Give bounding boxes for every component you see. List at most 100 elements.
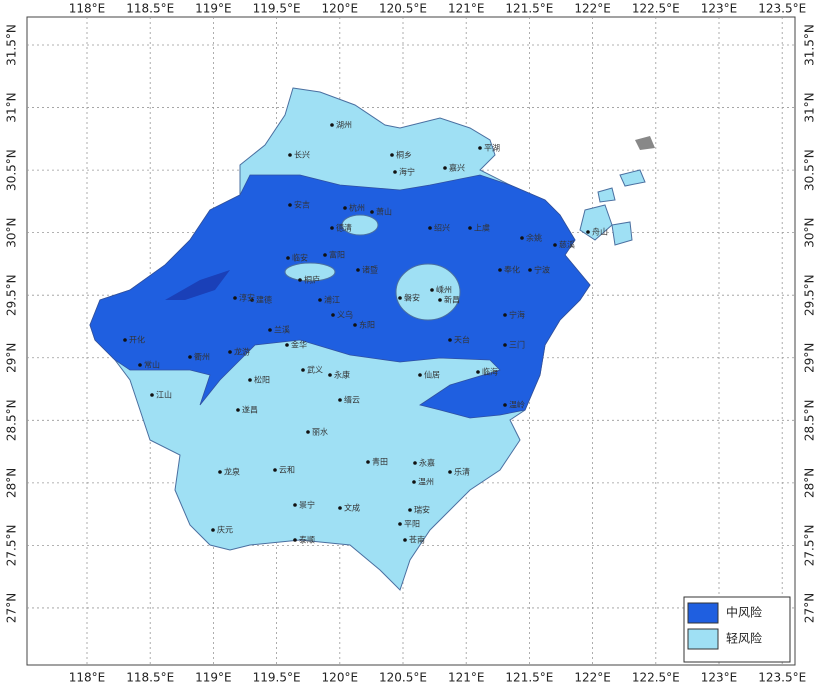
city-dot (498, 268, 502, 272)
city-label: 三门 (509, 340, 525, 350)
city-label: 开化 (129, 335, 145, 345)
city-label: 遂昌 (242, 405, 258, 415)
x-tick-label: 120°E (322, 671, 359, 685)
city-label: 富阳 (329, 250, 345, 260)
city-label: 杭州 (349, 203, 365, 213)
city-dot (306, 430, 310, 434)
y-tick-label: 28°N (5, 468, 19, 498)
city-dot (268, 328, 272, 332)
city-label: 景宁 (299, 500, 315, 510)
city-dot (586, 230, 590, 234)
city-dot (338, 398, 342, 402)
city-dot (413, 461, 417, 465)
city-label: 安吉 (294, 200, 310, 210)
city-dot (553, 243, 557, 247)
x-tick-label: 118°E (69, 671, 106, 685)
city-dot (398, 296, 402, 300)
city-label: 文成 (344, 503, 360, 513)
city-label: 义乌 (337, 310, 353, 320)
city-dot (211, 528, 215, 532)
x-tick-label: 121°E (448, 2, 485, 16)
city-dot (476, 370, 480, 374)
city-dot (298, 278, 302, 282)
legend-swatch (687, 602, 719, 624)
y-tick-label: 29.5°N (5, 274, 19, 316)
city-label: 温岭 (509, 400, 525, 410)
city-label: 临海 (482, 367, 498, 377)
y-tick-label: 29°N (803, 343, 817, 373)
city-label: 东阳 (359, 320, 375, 330)
x-tick-label: 120.5°E (379, 671, 427, 685)
city-dot (218, 470, 222, 474)
x-tick-label: 123°E (701, 671, 738, 685)
city-dot (250, 298, 254, 302)
x-tick-label: 119.5°E (253, 671, 301, 685)
city-label: 桐乡 (396, 150, 412, 160)
city-label: 嵊州 (436, 285, 452, 295)
y-tick-label: 31.5°N (5, 24, 19, 66)
city-dot (356, 268, 360, 272)
city-dot (418, 373, 422, 377)
island (619, 169, 646, 187)
city-dot (138, 363, 142, 367)
city-label: 诸暨 (362, 266, 378, 275)
lake (165, 270, 230, 300)
city-label: 嘉兴 (449, 163, 465, 173)
y-tick-label: 28.5°N (803, 399, 817, 441)
city-dot (528, 268, 532, 272)
city-label: 泰顺 (299, 535, 315, 545)
city-dot (412, 480, 416, 484)
y-tick-label: 29.5°N (803, 274, 817, 316)
city-dot (390, 153, 394, 157)
light-area (395, 263, 461, 321)
city-dot (228, 350, 232, 354)
y-tick-label: 27.5°N (803, 525, 817, 567)
y-tick-label: 30°N (5, 218, 19, 248)
y-tick-label: 30.5°N (5, 149, 19, 191)
city-dot (330, 226, 334, 230)
city-dot (123, 338, 127, 342)
city-label: 舟山 (592, 227, 608, 237)
islands (579, 136, 655, 246)
city-dot (503, 313, 507, 317)
city-label: 平湖 (484, 144, 500, 153)
island (597, 187, 616, 203)
city-dot (468, 226, 472, 230)
city-label: 长兴 (294, 150, 310, 160)
y-tick-label: 31°N (803, 92, 817, 122)
city-dot (233, 296, 237, 300)
y-tick-label: 29°N (5, 343, 19, 373)
city-dot (293, 538, 297, 542)
y-tick-label: 27°N (5, 593, 19, 623)
city-label: 建德 (256, 295, 272, 305)
city-label: 龙泉 (224, 467, 240, 477)
city-label: 浦江 (324, 295, 340, 305)
city-label: 宁海 (509, 310, 525, 320)
y-tick-label: 27°N (803, 593, 817, 623)
city-label: 云和 (279, 466, 295, 475)
city-dot (503, 403, 507, 407)
city-label: 磐安 (404, 293, 420, 303)
city-label: 萧山 (376, 207, 392, 217)
x-tick-label: 122.5°E (632, 671, 680, 685)
x-tick-label: 119.5°E (253, 2, 301, 16)
city-label: 兰溪 (274, 325, 290, 335)
city-dot (478, 146, 482, 150)
y-tick-label: 30°N (803, 218, 817, 248)
y-tick-label: 31°N (5, 92, 19, 122)
city-label: 温州 (418, 478, 434, 487)
city-dot (448, 338, 452, 342)
city-label: 淳安 (239, 293, 255, 303)
y-tick-label: 30.5°N (803, 149, 817, 191)
x-tick-label: 120°E (322, 2, 359, 16)
city-label: 永嘉 (419, 458, 435, 468)
y-tick-label: 28°N (803, 468, 817, 498)
city-dot (288, 203, 292, 207)
island (635, 136, 655, 150)
ticks: 118°E 118°E 118.5°E 118.5°E 119°E 119°E 119.5°… (5, 2, 817, 685)
city-dot (323, 253, 327, 257)
city-label: 瑞安 (414, 505, 430, 515)
city-dot (248, 378, 252, 382)
city-label: 龙游 (234, 347, 250, 357)
